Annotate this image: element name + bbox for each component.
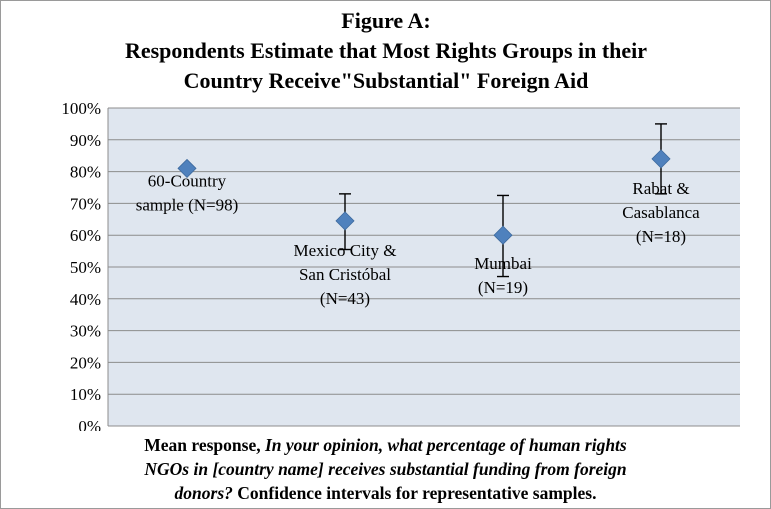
- data-point-label-line: 60-Country: [148, 171, 227, 190]
- chart-title-line: Figure A:: [341, 8, 430, 33]
- caption-line-2: NGOs in [country name] receives substant…: [144, 459, 626, 479]
- y-tick-label: 0%: [78, 417, 101, 431]
- figure-caption: Mean response, In your opinion, what per…: [1, 433, 770, 505]
- data-point-label-line: Casablanca: [622, 203, 700, 222]
- y-tick-label: 80%: [70, 163, 101, 182]
- caption-line-3: donors? Confidence intervals for represe…: [175, 483, 597, 503]
- y-tick-label: 20%: [70, 353, 101, 372]
- data-point-label-line: (N=43): [320, 289, 370, 308]
- y-axis-tick-labels: 0% 10% 20% 30% 40% 50% 60% 70% 80% 90% 100%: [61, 99, 101, 431]
- data-point-label-line: San Cristóbal: [299, 265, 391, 284]
- y-tick-label: 10%: [70, 385, 101, 404]
- data-point-label-line: sample (N=98): [136, 195, 239, 214]
- y-tick-label: 40%: [70, 290, 101, 309]
- y-tick-label: 50%: [70, 258, 101, 277]
- y-tick-label: 90%: [70, 131, 101, 150]
- chart: Figure A: Respondents Estimate that Most …: [1, 1, 770, 431]
- chart-title: Figure A: Respondents Estimate that Most …: [125, 8, 647, 93]
- chart-title-line: Respondents Estimate that Most Rights Gr…: [125, 38, 647, 63]
- data-point-label-line: Rabat &: [632, 179, 689, 198]
- caption-line-1: Mean response, In your opinion, what per…: [144, 435, 626, 455]
- y-tick-label: 30%: [70, 322, 101, 341]
- y-tick-label: 60%: [70, 226, 101, 245]
- data-point-label-line: Mexico City &: [294, 241, 397, 260]
- data-point-label-line: Mumbai: [474, 254, 532, 273]
- y-tick-label: 70%: [70, 194, 101, 213]
- data-point-label-line: (N=18): [636, 227, 686, 246]
- chart-title-line: Country Receive"Substantial" Foreign Aid: [184, 68, 589, 93]
- y-tick-label: 100%: [61, 99, 101, 118]
- data-point-label-line: (N=19): [478, 278, 528, 297]
